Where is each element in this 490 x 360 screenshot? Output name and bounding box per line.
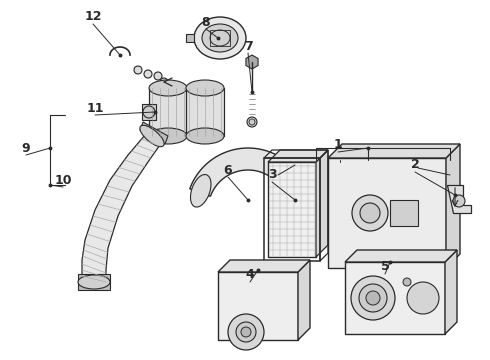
Circle shape — [351, 276, 395, 320]
Text: 5: 5 — [381, 261, 390, 274]
Circle shape — [366, 291, 380, 305]
Text: 12: 12 — [84, 10, 102, 23]
Polygon shape — [140, 122, 168, 144]
Circle shape — [228, 314, 264, 350]
Ellipse shape — [194, 17, 246, 59]
Polygon shape — [246, 55, 258, 69]
Ellipse shape — [140, 125, 164, 147]
Polygon shape — [142, 104, 156, 120]
Circle shape — [359, 284, 387, 312]
Ellipse shape — [202, 24, 238, 52]
Circle shape — [407, 282, 439, 314]
Circle shape — [241, 327, 251, 337]
Polygon shape — [268, 150, 328, 162]
Text: 11: 11 — [86, 102, 104, 114]
Ellipse shape — [78, 275, 110, 289]
Polygon shape — [447, 185, 471, 213]
Text: 2: 2 — [411, 158, 419, 171]
Text: 8: 8 — [202, 15, 210, 28]
Text: 9: 9 — [22, 141, 30, 154]
Ellipse shape — [186, 80, 224, 96]
Circle shape — [154, 72, 162, 80]
Polygon shape — [345, 262, 445, 334]
Circle shape — [453, 195, 465, 207]
Polygon shape — [82, 135, 162, 285]
Polygon shape — [390, 200, 418, 226]
Polygon shape — [190, 148, 310, 207]
Polygon shape — [328, 144, 460, 158]
Polygon shape — [268, 162, 316, 257]
Circle shape — [403, 278, 411, 286]
Polygon shape — [186, 34, 194, 42]
Polygon shape — [446, 144, 460, 268]
Polygon shape — [298, 260, 310, 340]
Polygon shape — [358, 268, 384, 280]
Polygon shape — [316, 150, 328, 257]
Polygon shape — [345, 250, 457, 262]
Circle shape — [160, 78, 168, 86]
Polygon shape — [445, 250, 457, 334]
Text: 10: 10 — [54, 174, 72, 186]
Circle shape — [247, 117, 257, 127]
Text: 7: 7 — [244, 40, 252, 53]
Text: 3: 3 — [268, 168, 276, 181]
Ellipse shape — [149, 80, 187, 96]
Polygon shape — [149, 88, 187, 136]
Circle shape — [352, 195, 388, 231]
Circle shape — [236, 322, 256, 342]
Polygon shape — [218, 260, 310, 272]
Ellipse shape — [186, 128, 224, 144]
Ellipse shape — [288, 221, 322, 238]
Polygon shape — [218, 272, 298, 340]
Ellipse shape — [191, 175, 211, 207]
Text: 4: 4 — [245, 269, 254, 282]
Polygon shape — [78, 274, 110, 290]
Text: 6: 6 — [224, 163, 232, 176]
Circle shape — [360, 203, 380, 223]
Polygon shape — [186, 88, 224, 136]
Polygon shape — [328, 158, 446, 268]
Ellipse shape — [149, 128, 187, 144]
Circle shape — [134, 66, 142, 74]
Text: 1: 1 — [334, 139, 343, 152]
Circle shape — [144, 70, 152, 78]
